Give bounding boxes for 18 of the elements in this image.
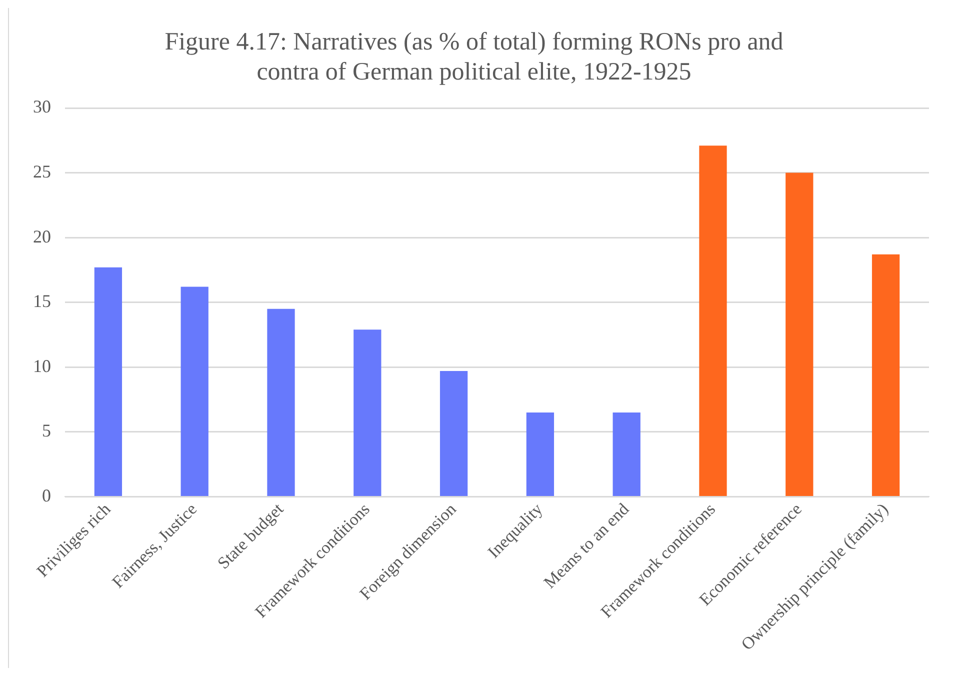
bar xyxy=(94,267,122,496)
chart-title: Figure 4.17: Narratives (as % of total) forming RONs pro and contra of German political elite, 1922-1925 xyxy=(164,28,784,86)
y-tick-label: 30 xyxy=(33,96,51,117)
bar xyxy=(526,412,554,496)
bar xyxy=(699,146,727,496)
bar xyxy=(180,286,208,496)
y-tick-label: 25 xyxy=(33,162,51,182)
bar xyxy=(872,254,900,496)
y-tick-label: 20 xyxy=(33,226,51,246)
bar xyxy=(786,172,814,496)
bar xyxy=(267,308,295,496)
y-tick-label: 15 xyxy=(33,291,51,312)
bar xyxy=(612,412,640,496)
bar xyxy=(440,371,468,496)
y-tick-label: 5 xyxy=(42,420,51,441)
y-tick-label: 10 xyxy=(33,356,51,376)
bar xyxy=(354,330,382,496)
y-tick-label: 0 xyxy=(42,485,51,506)
